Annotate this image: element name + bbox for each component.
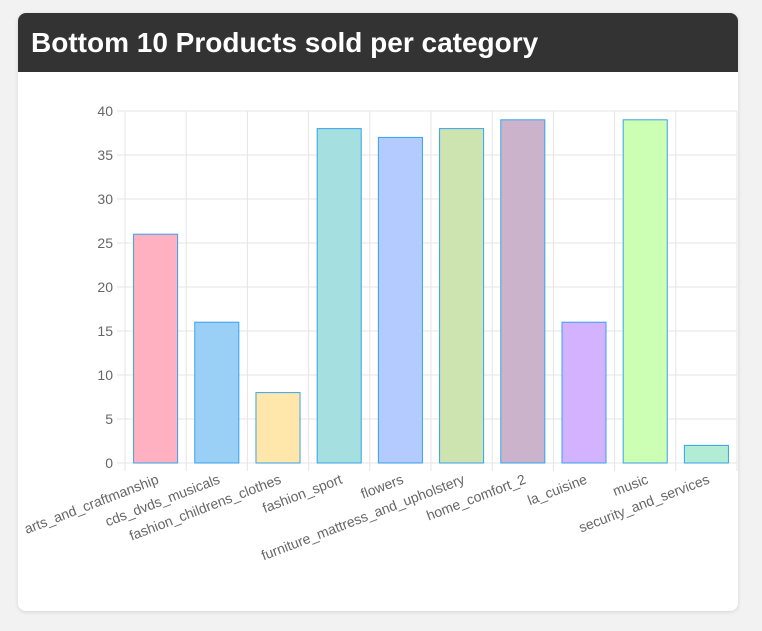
bar: [255, 392, 301, 464]
y-tick-label: 0: [105, 455, 113, 471]
y-tick-label: 25: [97, 235, 113, 251]
y-tick-label: 40: [97, 103, 113, 119]
bar: [316, 128, 362, 464]
y-tick-label: 20: [97, 279, 113, 295]
bar: [622, 119, 668, 464]
y-tick-label: 35: [97, 147, 113, 163]
bar: [683, 444, 729, 464]
y-tick-label: 5: [105, 411, 113, 427]
card-header: Bottom 10 Products sold per category: [18, 13, 738, 72]
bar: [439, 128, 485, 464]
chart-title: Bottom 10 Products sold per category: [31, 26, 539, 58]
y-tick-label: 15: [97, 323, 113, 339]
bar: [500, 119, 546, 464]
bar: [561, 321, 607, 464]
bar: [133, 233, 179, 464]
bar: [194, 321, 240, 464]
x-tick-label: la_cuisine: [525, 471, 589, 508]
y-tick-label: 10: [97, 367, 113, 383]
y-tick-label: 30: [97, 191, 113, 207]
bar: [377, 136, 423, 464]
